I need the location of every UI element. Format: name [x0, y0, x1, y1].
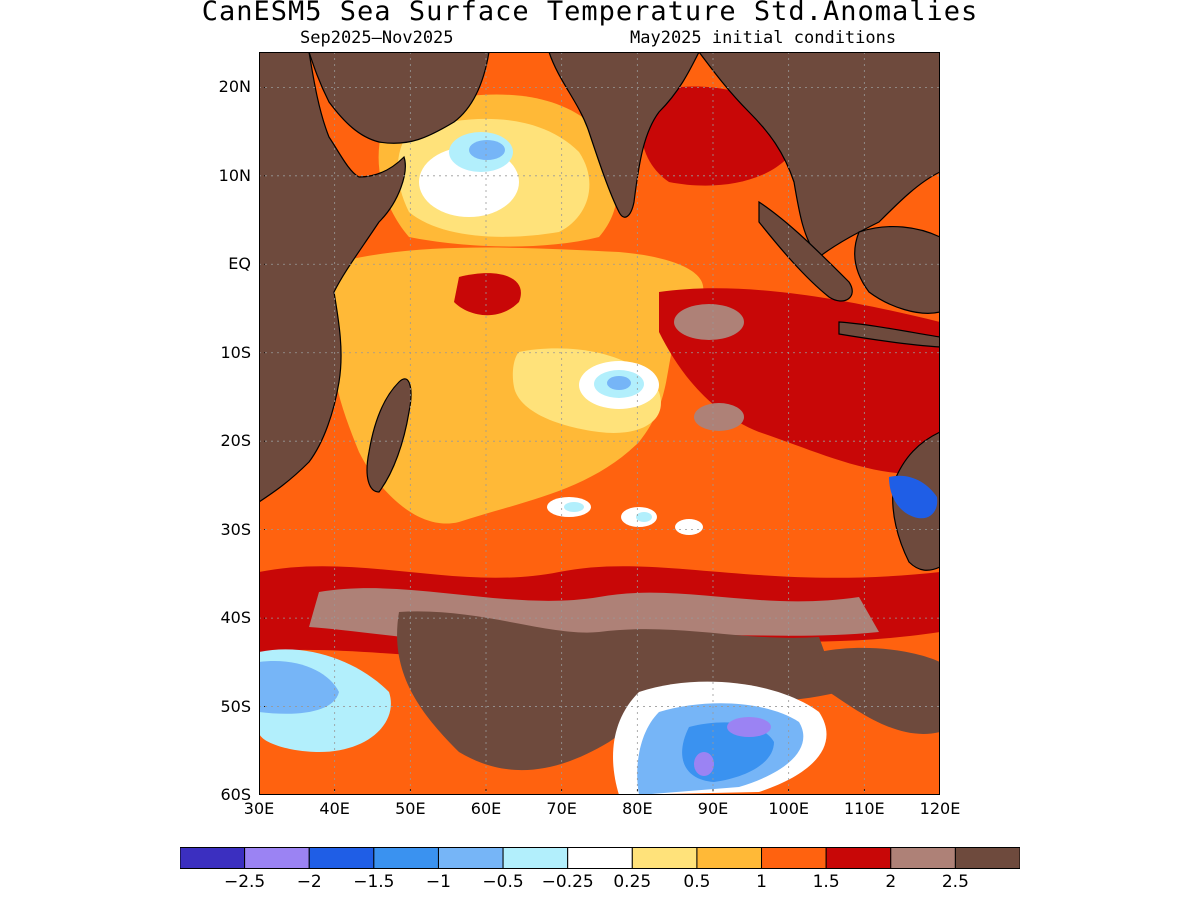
map-frame	[259, 52, 940, 795]
forecast-period: Sep2025–Nov2025	[300, 28, 454, 48]
map-title: CanESM5 Sea Surface Temperature Std.Anom…	[201, 0, 979, 27]
land-borneo	[854, 225, 940, 314]
anomaly-very-strong-east	[674, 304, 744, 340]
colorbar-tick-label: −0.5	[482, 872, 524, 892]
graticule	[259, 52, 940, 795]
anomaly-map	[259, 52, 940, 795]
lat-tick-label: 10N	[218, 165, 251, 185]
colorbar-tick-label: −2.5	[223, 872, 266, 892]
colorbar-swatch	[180, 847, 246, 869]
colorbar-swatch	[437, 847, 504, 869]
anomaly-neutral-cell-3	[675, 519, 703, 535]
anomaly-strong-positive-equator	[454, 273, 521, 316]
lon-tick-label: 40E	[319, 799, 350, 818]
lat-tick-label: 50S	[220, 696, 251, 716]
colorbar-swatch	[631, 847, 698, 869]
colorbar-swatch	[825, 847, 892, 869]
lat-tick-label: 30S	[220, 519, 251, 539]
anomaly-weak-negative-central-core	[607, 376, 631, 390]
colorbar-swatch	[567, 847, 633, 869]
anomaly-weak-negative-cell-2	[636, 512, 652, 522]
anomaly-strong-negative-south	[727, 717, 771, 737]
anomaly-negative-west-australia	[889, 475, 938, 519]
lat-tick-label: 40S	[220, 608, 251, 628]
anomaly-negative-southwest-core	[259, 661, 339, 714]
lat-tick-label: 20N	[218, 77, 251, 97]
land-southeast-asia	[698, 52, 940, 258]
anomaly-map-svg	[259, 52, 940, 795]
lat-tick-label: EQ	[228, 254, 251, 274]
anomaly-very-strong-east-2	[694, 403, 744, 431]
colorbar-swatch	[890, 847, 956, 869]
land-indonesia	[758, 200, 853, 302]
lon-tick-label: 30E	[243, 799, 275, 818]
lon-tick-label: 120E	[919, 799, 961, 818]
colorbar-swatch	[244, 847, 310, 869]
anomaly-southern-dark-east	[819, 647, 940, 734]
land-madagascar	[366, 378, 412, 493]
colorbar-swatch	[761, 847, 827, 869]
colorbar-tick-label: 0.25	[613, 872, 652, 892]
colorbar	[180, 847, 1020, 869]
colorbar-tick-label: 1	[756, 872, 767, 892]
land-india	[548, 52, 700, 218]
land-arabia	[308, 52, 490, 144]
colorbar-tick-label: 2.5	[941, 872, 969, 892]
colorbar-swatch	[502, 847, 569, 869]
anomaly-weak-negative-north-core	[469, 140, 505, 160]
colorbar-swatch	[373, 847, 439, 869]
anomaly-strong-negative-south-2	[694, 752, 714, 776]
lon-tick-label: 90E	[697, 799, 729, 818]
colorbar-tick-label: −2	[296, 872, 322, 892]
colorbar-swatch	[696, 847, 763, 869]
lon-tick-label: 100E	[768, 799, 809, 818]
colorbar-tick-label: −1.5	[353, 872, 395, 892]
lat-tick-label: 10S	[220, 342, 251, 362]
colorbar-tick-label: 0.5	[683, 872, 711, 892]
anomaly-southern-dark	[397, 611, 839, 771]
anomaly-weak-negative-cell-1	[564, 502, 584, 512]
colorbar-tick-label: −0.25	[541, 872, 594, 892]
land-africa	[259, 52, 406, 503]
colorbar-tick-label: −1	[425, 872, 451, 892]
colorbar-swatch	[954, 847, 1020, 869]
lat-tick-label: 60S	[220, 785, 251, 804]
lon-tick-label: 80E	[622, 799, 653, 818]
initial-conditions: May2025 initial conditions	[630, 28, 897, 48]
lon-tick-label: 70E	[546, 799, 577, 818]
colorbar-tick-label: 1.5	[812, 872, 840, 892]
lon-tick-label: 110E	[844, 799, 885, 818]
colorbar-tick-label: 2	[885, 872, 897, 892]
lon-tick-label: 60E	[470, 799, 502, 818]
lon-tick-label: 50E	[395, 799, 426, 818]
lat-tick-label: 20S	[220, 431, 251, 451]
colorbar-swatch	[308, 847, 375, 869]
